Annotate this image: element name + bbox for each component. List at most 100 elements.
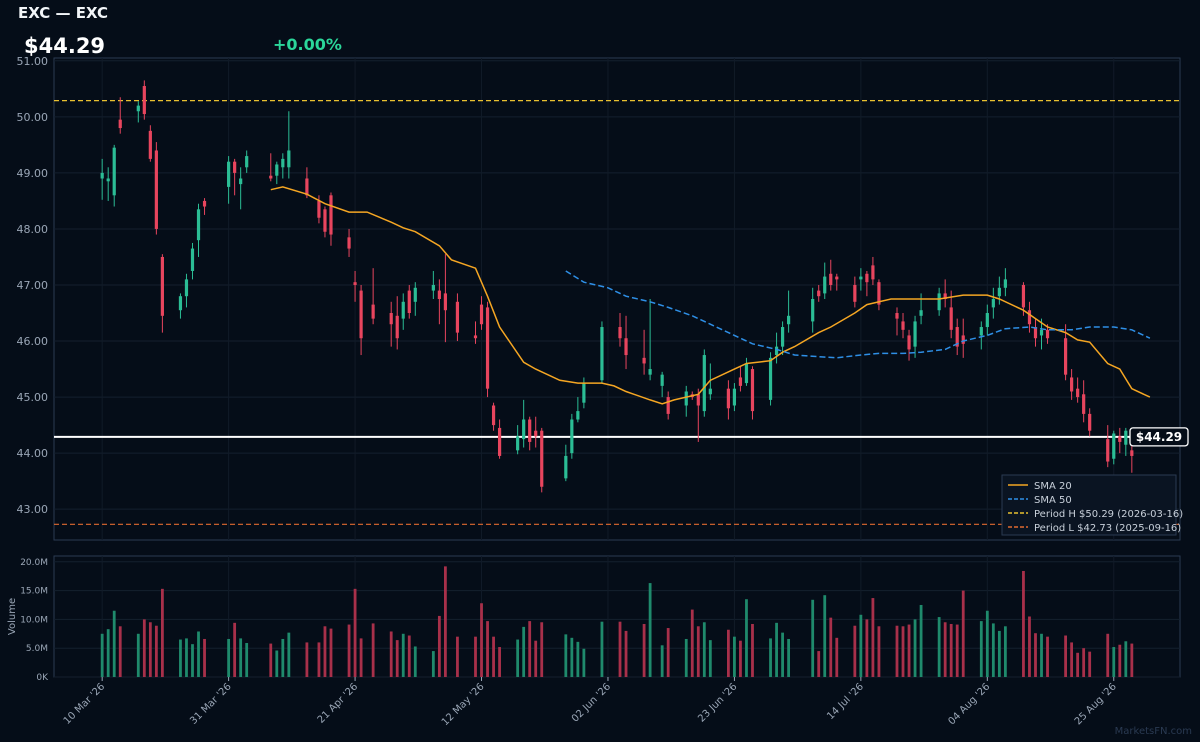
candle-body — [871, 265, 875, 280]
candle-body — [136, 105, 140, 112]
volume-bar — [437, 615, 441, 677]
volume-bar — [118, 626, 122, 677]
candle-body — [497, 427, 502, 456]
candle-body — [991, 299, 995, 308]
volume-bar — [696, 626, 700, 677]
volume-bar — [1040, 633, 1043, 677]
volume-bar — [871, 598, 875, 677]
volume-bar — [913, 619, 917, 677]
volume-bar — [817, 651, 821, 677]
legend-box — [1001, 474, 1177, 536]
candle-body — [142, 86, 146, 115]
volume-bar — [666, 628, 670, 677]
price-tick-label: 45.00 — [17, 391, 49, 404]
candle-body — [534, 430, 538, 437]
volume-bar — [1034, 633, 1037, 677]
candle-body — [317, 200, 321, 218]
candle-body — [455, 301, 460, 333]
volume-bar — [154, 625, 158, 677]
volume-bar — [1106, 633, 1110, 677]
candle-body — [750, 369, 755, 412]
volume-bar — [480, 603, 483, 677]
candle-body — [835, 276, 839, 280]
volume-bar — [895, 625, 899, 677]
volume-bar — [233, 622, 237, 677]
candle-body — [877, 282, 881, 305]
price-tick-label: 49.00 — [17, 167, 49, 180]
candle-body — [479, 304, 484, 325]
volume-bar — [1124, 641, 1128, 677]
candle-body — [347, 237, 351, 249]
legend-label: SMA 20 — [1034, 481, 1072, 492]
candle-body — [1106, 439, 1110, 462]
candle-body — [901, 321, 905, 330]
candle-body — [516, 436, 520, 451]
volume-bar — [901, 626, 905, 677]
volume-bar — [769, 638, 772, 677]
candle-body — [865, 273, 869, 283]
candle-body — [275, 164, 279, 176]
candle-body — [949, 307, 953, 330]
candle-body — [239, 178, 243, 185]
volume-bar — [907, 624, 911, 677]
volume-bar — [353, 588, 357, 677]
candle-body — [1118, 436, 1122, 442]
current-price-tag — [1129, 427, 1189, 447]
volume-bar — [474, 636, 477, 677]
candle-body — [961, 335, 965, 344]
volume-bar — [203, 638, 206, 677]
candle-body — [1021, 284, 1026, 308]
volume-bar — [823, 595, 827, 677]
price-tick-label: 47.00 — [17, 279, 49, 292]
candle-body — [1124, 430, 1128, 445]
candle-body — [437, 290, 441, 299]
volume-bar — [997, 630, 1001, 677]
candle-body — [148, 130, 152, 159]
candle-body — [684, 391, 688, 406]
candle-body — [1088, 413, 1092, 431]
watermark: MarketsFN.com — [1115, 726, 1192, 737]
volume-bar — [486, 621, 489, 677]
x-tick-label: 12 May '26 — [440, 681, 487, 728]
volume-tick-label: 5.0M — [26, 644, 48, 654]
candle-body — [196, 209, 201, 241]
candle-body — [160, 256, 164, 316]
volume-bar — [1088, 651, 1092, 677]
candle-body — [787, 315, 791, 325]
candle-body — [985, 313, 989, 328]
x-tick-label: 10 Mar '26 — [62, 681, 108, 727]
candle-body — [528, 419, 532, 442]
candle-body — [106, 178, 110, 182]
volume-tick-label: 0K — [36, 673, 49, 683]
volume-bar — [112, 610, 116, 677]
x-tick-label: 21 Apr '26 — [316, 681, 360, 725]
price-change: +0.00% — [273, 35, 342, 54]
volume-bars — [100, 566, 1134, 677]
candle-body — [696, 394, 700, 406]
candle-body — [600, 327, 604, 381]
volume-bar — [100, 633, 104, 677]
volume-bar — [516, 639, 520, 677]
volume-bar — [347, 624, 351, 677]
volume-bar — [733, 636, 736, 677]
volume-bar — [811, 599, 815, 677]
candle-body — [943, 293, 947, 299]
candle-body — [618, 327, 622, 339]
price-tick-label: 46.00 — [17, 335, 49, 348]
volume-bar — [456, 636, 459, 677]
candle-body — [907, 335, 911, 350]
candle-body — [732, 388, 737, 406]
candle-body — [431, 284, 435, 291]
volume-bar — [1070, 642, 1074, 677]
legend-label: Period L $42.73 (2025-09-16) — [1034, 523, 1181, 534]
sma20-line — [270, 186, 1151, 405]
x-tick-label: 23 Jun '26 — [696, 681, 739, 724]
candle-body — [522, 419, 526, 440]
volume-bar — [492, 636, 495, 677]
volume-bar — [624, 630, 628, 677]
volume-bar — [401, 633, 405, 677]
candle-body — [112, 147, 116, 196]
volume-bar — [317, 642, 321, 677]
legend-label: Period H $50.29 (2026-03-16) — [1034, 509, 1183, 520]
sma50-line — [565, 270, 1151, 359]
